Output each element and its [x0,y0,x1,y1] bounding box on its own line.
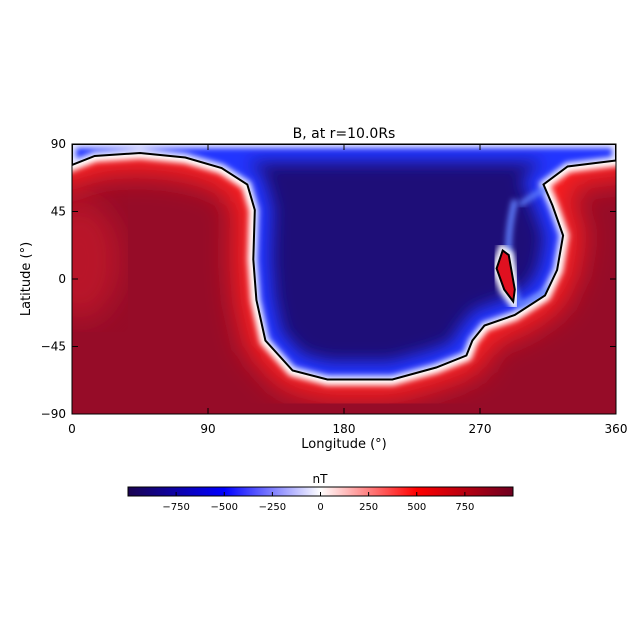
y-tick-label: 90 [51,137,66,151]
x-tick-label: 90 [200,422,215,436]
x-axis-label: Longitude (°) [301,437,386,452]
colorbar-tick-label: 500 [407,502,426,513]
x-tick-label: 0 [68,422,76,436]
heatmap [72,144,616,414]
x-tick-label: 270 [469,422,492,436]
zero-contour [72,144,616,381]
y-axis-label: Latitude (°) [19,242,34,316]
y-tick-label: −90 [41,407,66,421]
zero-contour-island [495,248,516,305]
positive-bright-patch [72,200,120,320]
x-tick-label: 180 [333,422,356,436]
colorbar-tick-label: −500 [211,502,238,513]
colorbar-tick-label: −250 [259,502,286,513]
y-tick-label: −45 [41,340,66,354]
chart-title: B, at r=10.0Rs [293,126,396,142]
x-tick-label: 360 [605,422,628,436]
colorbar-label: nT [313,472,329,486]
y-tick-label: 0 [58,272,66,286]
y-tick-label: 45 [51,205,66,219]
colorbar-tick-label: 250 [359,502,378,513]
colorbar-tick-label: 750 [455,502,474,513]
positive-island [496,250,515,302]
colorbar-tick-label: −750 [162,502,189,513]
colorbar-tick-label: 0 [317,502,323,513]
